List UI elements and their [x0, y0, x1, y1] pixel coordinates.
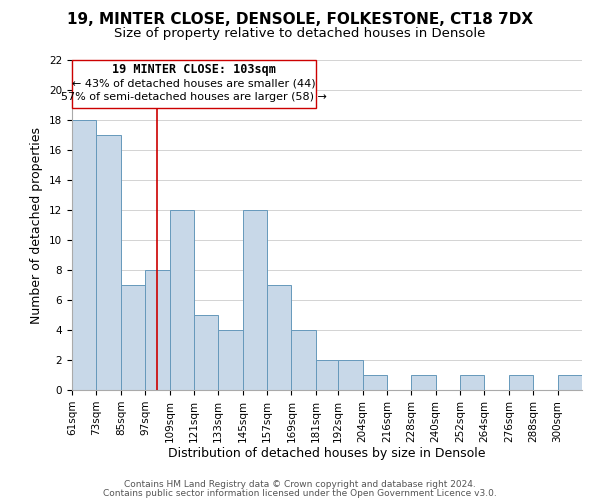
Bar [170, 210, 194, 390]
Bar [362, 375, 387, 390]
Bar [121, 285, 145, 390]
Text: Contains HM Land Registry data © Crown copyright and database right 2024.: Contains HM Land Registry data © Crown c… [124, 480, 476, 489]
Bar [338, 360, 362, 390]
Bar [412, 375, 436, 390]
Bar [292, 330, 316, 390]
Text: Size of property relative to detached houses in Densole: Size of property relative to detached ho… [115, 28, 485, 40]
Text: 19, MINTER CLOSE, DENSOLE, FOLKESTONE, CT18 7DX: 19, MINTER CLOSE, DENSOLE, FOLKESTONE, C… [67, 12, 533, 28]
Bar [194, 315, 218, 390]
Text: ← 43% of detached houses are smaller (44): ← 43% of detached houses are smaller (44… [72, 78, 316, 88]
Text: Contains public sector information licensed under the Open Government Licence v3: Contains public sector information licen… [103, 488, 497, 498]
Bar [218, 330, 242, 390]
Bar [242, 210, 267, 390]
Bar [460, 375, 484, 390]
Bar [316, 360, 338, 390]
Text: 19 MINTER CLOSE: 103sqm: 19 MINTER CLOSE: 103sqm [112, 63, 276, 76]
Y-axis label: Number of detached properties: Number of detached properties [31, 126, 43, 324]
Bar [72, 120, 97, 390]
FancyBboxPatch shape [72, 60, 316, 108]
Bar [267, 285, 292, 390]
Bar [557, 375, 582, 390]
Bar [509, 375, 533, 390]
X-axis label: Distribution of detached houses by size in Densole: Distribution of detached houses by size … [168, 448, 486, 460]
Bar [145, 270, 170, 390]
Bar [97, 135, 121, 390]
Text: 57% of semi-detached houses are larger (58) →: 57% of semi-detached houses are larger (… [61, 92, 327, 102]
